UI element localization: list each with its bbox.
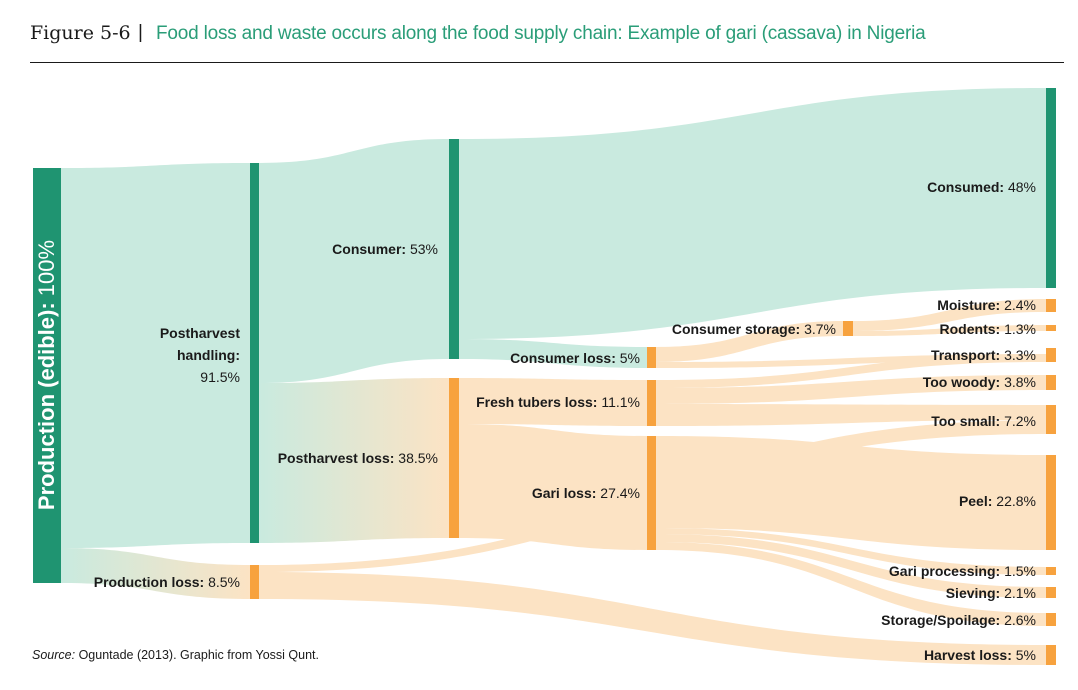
- label-storage-spoilage: Storage/Spoilage: 2.6%: [881, 612, 1036, 628]
- flow-postharvest-to-consumer: [259, 139, 449, 383]
- node-consumer-loss: [647, 347, 656, 368]
- nodes: [33, 88, 1056, 665]
- node-production-loss: [250, 565, 259, 599]
- flow-gari-loss-to-gari-processing: [656, 528, 1046, 575]
- node-consumer: [449, 139, 459, 359]
- flow-gari-loss-to-storage-spoilage: [656, 542, 1046, 626]
- node-postharvest-handling: [250, 163, 259, 543]
- label-production: Production (edible): 100%: [34, 240, 59, 510]
- figure-title: Food loss and waste occurs along the foo…: [156, 23, 926, 44]
- flow-production-loss-to-harvest-loss: [259, 572, 1046, 665]
- figure-separator: |: [138, 22, 143, 43]
- label-consumer-loss: Consumer loss: 5%: [510, 350, 640, 366]
- flow-gari-loss-to-peel: [656, 436, 1046, 550]
- figure-header: Figure 5-6 | Food loss and waste occurs …: [30, 18, 1064, 63]
- flow-gari-loss-to-sieving: [656, 534, 1046, 598]
- node-fresh-tubers-loss: [647, 380, 656, 426]
- flow-fresh-tubers-to-transport: [656, 354, 1046, 388]
- node-gari-processing: [1046, 567, 1056, 575]
- source-note: Source: Oguntade (2013). Graphic from Yo…: [32, 648, 319, 662]
- node-too-woody: [1046, 375, 1056, 390]
- node-too-small: [1046, 405, 1056, 434]
- node-production: [33, 168, 61, 583]
- label-moisture: Moisture: 2.4%: [937, 297, 1036, 313]
- flow-consumer-loss-to-storage: [656, 321, 843, 362]
- flow-production-to-production-loss: [61, 548, 250, 599]
- flow-consumer-to-consumed: [459, 88, 1046, 339]
- node-sieving: [1046, 587, 1056, 598]
- flow-production-to-postharvest: [61, 163, 250, 548]
- label-fresh-tubers-loss: Fresh tubers loss: 11.1%: [476, 394, 640, 410]
- node-moisture: [1046, 299, 1056, 312]
- label-production-loss: Production loss: 8.5%: [94, 574, 240, 590]
- flow-storage-to-moisture: [853, 299, 1046, 331]
- figure-label: Figure 5-6: [30, 22, 131, 44]
- node-consumer-storage: [843, 321, 853, 336]
- label-postharvest-loss: Postharvest loss: 38.5%: [278, 450, 438, 466]
- flow-ph-loss-to-fresh-tubers: [459, 378, 647, 426]
- label-postharvest-handling-value: 91.5%: [200, 369, 240, 385]
- node-peel: [1046, 455, 1056, 550]
- node-harvest-loss: [1046, 645, 1056, 665]
- label-postharvest-handling-line1: Postharvest: [160, 325, 240, 341]
- flow-fresh-tubers-to-too-small: [656, 404, 1046, 426]
- flow-consumer-to-consumer-loss: [459, 339, 647, 368]
- node-postharvest-loss: [449, 378, 459, 538]
- node-transport: [1046, 348, 1056, 362]
- label-consumed: Consumed: 48%: [927, 179, 1036, 195]
- labels: Production (edible): 100% Postharvest ha…: [34, 179, 1036, 663]
- label-too-woody: Too woody: 3.8%: [923, 374, 1036, 390]
- label-gari-loss: Gari loss: 27.4%: [532, 485, 640, 501]
- label-postharvest-handling-line2: handling:: [177, 347, 240, 363]
- label-sieving: Sieving: 2.1%: [946, 585, 1036, 601]
- source-text: Oguntade (2013). Graphic from Yossi Qunt…: [75, 648, 319, 662]
- label-rodents: Rodents: 1.3%: [940, 321, 1036, 337]
- label-too-small: Too small: 7.2%: [931, 413, 1036, 429]
- label-transport: Transport: 3.3%: [931, 347, 1036, 363]
- label-peel: Peel: 22.8%: [959, 493, 1036, 509]
- source-prefix: Source:: [32, 648, 76, 662]
- node-consumed: [1046, 88, 1056, 288]
- flow-fresh-tubers-to-too-woody: [656, 375, 1046, 404]
- node-storage-spoilage: [1046, 613, 1056, 626]
- label-consumer-storage: Consumer storage: 3.7%: [672, 321, 836, 337]
- flows: [61, 88, 1046, 665]
- flow-storage-to-rodents: [853, 325, 1046, 336]
- node-rodents: [1046, 325, 1056, 331]
- flow-postharvest-to-postharvest-loss: [259, 378, 449, 543]
- node-gari-loss: [647, 436, 656, 550]
- label-gari-processing: Gari processing: 1.5%: [889, 563, 1036, 579]
- label-harvest-loss: Harvest loss: 5%: [924, 647, 1036, 663]
- label-consumer: Consumer: 53%: [332, 241, 438, 257]
